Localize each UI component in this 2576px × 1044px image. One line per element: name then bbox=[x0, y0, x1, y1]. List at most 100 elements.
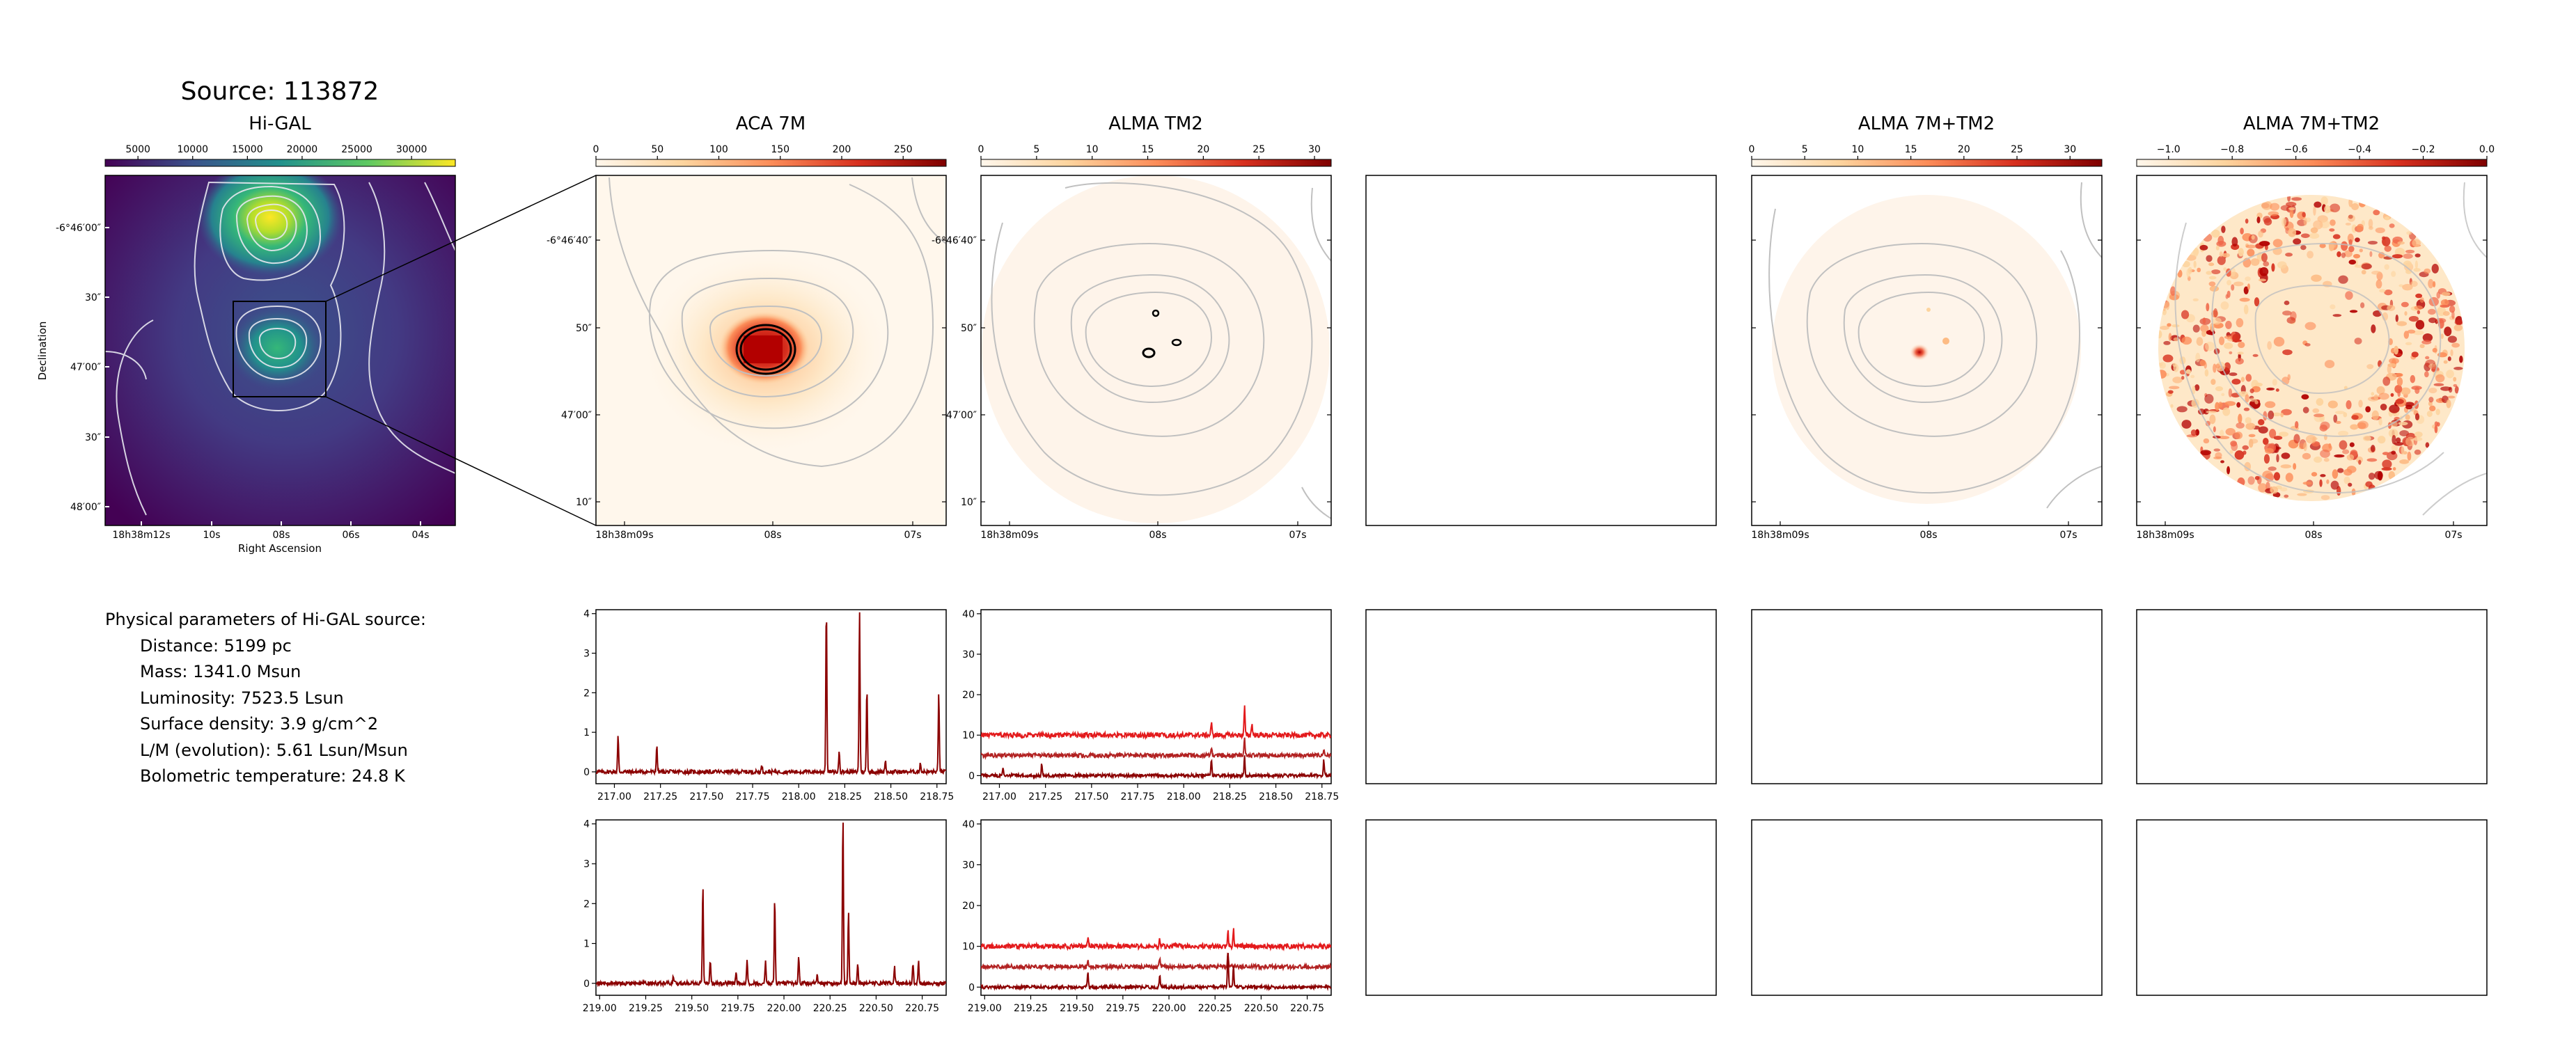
diff-image bbox=[2137, 175, 2487, 525]
colorbar-tick-label: 0.0 bbox=[2479, 144, 2495, 155]
colorbar-tick-label: 10 bbox=[1086, 144, 1099, 155]
empty-spectrum-2c bbox=[2136, 819, 2488, 996]
colorbar-tick-label: 20 bbox=[1958, 144, 1970, 155]
tm2-spectrum-1-frame bbox=[980, 609, 1332, 784]
spectrum-ytick-label: 2 bbox=[583, 688, 590, 699]
higal-ytick-label: 48′00″ bbox=[70, 502, 101, 513]
zoom-ytick-label: 10″ bbox=[961, 497, 977, 508]
spectrum-xtick-label: 220.25 bbox=[813, 1003, 847, 1014]
spectrum-xtick-label: 220.50 bbox=[859, 1003, 893, 1014]
spectrum-xtick-label: 218.50 bbox=[874, 791, 908, 802]
colorbar-tick-label: 25 bbox=[2011, 144, 2023, 155]
spectra-layer: 217.00 217.25 217.50 217.75 218.00 218.25 218.… bbox=[583, 609, 1339, 1014]
higal-xtick-label: 04s bbox=[411, 530, 429, 541]
colorbar-tick-label: 50 bbox=[651, 144, 663, 155]
zoom-xtick-label: 18h38m09s bbox=[1751, 530, 1809, 541]
spectrum-xtick-label: 220.75 bbox=[1290, 1003, 1324, 1014]
spectrum-ytick-label: 0 bbox=[968, 982, 975, 993]
image-axis-ticks: -6°46′00″ 30″ 47′00″ 30″ 48′00″ 18h38m12s 10s 0… bbox=[56, 223, 2487, 541]
physical-parameters: Physical parameters of Hi-GAL source: Di… bbox=[105, 607, 426, 790]
spectrum-ytick-label: 10 bbox=[962, 730, 975, 741]
spectrum-xtick-label: 219.75 bbox=[1106, 1003, 1140, 1014]
colorbar-tick-label: 30 bbox=[1308, 144, 1321, 155]
zoom-xtick-label: 08s bbox=[1149, 530, 1166, 541]
zoom-xtick-label: 18h38m09s bbox=[595, 530, 653, 541]
colorbar-tick-label: 5 bbox=[1033, 144, 1039, 155]
colorbar-tick-label: 10 bbox=[1852, 144, 1864, 155]
spectrum-xtick-label: 217.50 bbox=[689, 791, 723, 802]
spectrum-ytick-label: 20 bbox=[962, 690, 975, 701]
aca-image bbox=[596, 175, 946, 525]
spectrum-xtick-label: 219.25 bbox=[629, 1003, 663, 1014]
spectrum-xtick-label: 219.00 bbox=[968, 1003, 1002, 1014]
spectrum-ytick-label: 30 bbox=[962, 649, 975, 661]
spectrum-ytick-label: 0 bbox=[583, 767, 590, 778]
spectrum-xtick-label: 218.75 bbox=[920, 791, 954, 802]
aca-spectrum-1-frame bbox=[595, 609, 947, 784]
spectrum-xtick-label: 218.25 bbox=[828, 791, 862, 802]
spectrum-xtick-label: 217.25 bbox=[643, 791, 677, 802]
zoom-xtick-label: 08s bbox=[2304, 530, 2322, 541]
colorbar-tick-label: 0 bbox=[1749, 144, 1755, 155]
colorbar-tick-label: −0.2 bbox=[2412, 144, 2435, 155]
colorbar-tick-label: 15 bbox=[1142, 144, 1154, 155]
combo-image bbox=[1752, 175, 2102, 525]
spectrum-ytick-label: 4 bbox=[583, 609, 590, 620]
spectrum-ytick-label: 3 bbox=[583, 649, 590, 660]
spectrum-xtick-label: 217.75 bbox=[736, 791, 770, 802]
zoom-ytick-label: 50″ bbox=[576, 323, 592, 334]
diff-title: ALMA 7M+TM2 bbox=[2243, 113, 2380, 134]
spectrum-xtick-label: 220.25 bbox=[1198, 1003, 1232, 1014]
spectrum-series-line bbox=[981, 952, 1331, 972]
spectrum-ytick-label: 4 bbox=[583, 819, 590, 830]
spectrum-xtick-label: 218.00 bbox=[782, 791, 816, 802]
colorbar-tick-label: 30000 bbox=[396, 144, 427, 155]
colorbar-tick-label: −1.0 bbox=[2157, 144, 2181, 155]
spectrum-xtick-label: 217.50 bbox=[1074, 791, 1108, 802]
spectrum-xtick-label: 218.50 bbox=[1259, 791, 1293, 802]
spectrum-ytick-label: 1 bbox=[583, 939, 590, 950]
param-mass: Mass: 1341.0 Msun bbox=[140, 662, 301, 681]
higal-ytick-label: 30″ bbox=[85, 432, 101, 443]
colorbar-tick-label: 10000 bbox=[177, 144, 208, 155]
zoom-ytick-label: -6°46′40″ bbox=[932, 235, 977, 246]
spectrum-xtick-label: 219.50 bbox=[675, 1003, 709, 1014]
colorbar-tick-label: 20000 bbox=[287, 144, 318, 155]
higal-xtick-label: 18h38m12s bbox=[112, 530, 170, 541]
param-lm-evolution: L/M (evolution): 5.61 Lsun/Msun bbox=[140, 740, 408, 760]
aca-title: ACA 7M bbox=[736, 113, 806, 134]
diff-frame bbox=[2136, 175, 2488, 526]
tm2-frame bbox=[980, 175, 1332, 526]
colorbar-tick-label: 15 bbox=[1905, 144, 1917, 155]
spectrum-xtick-label: 219.50 bbox=[1060, 1003, 1094, 1014]
colorbar-tick-label: 30 bbox=[2064, 144, 2076, 155]
diff-colorbar bbox=[2136, 159, 2488, 167]
higal-colorbar bbox=[104, 159, 456, 167]
zoom-ytick-label: 50″ bbox=[961, 323, 977, 334]
colorbar-tick-label: −0.8 bbox=[2220, 144, 2244, 155]
combo-colorbar bbox=[1751, 159, 2103, 167]
zoom-xtick-label: 07s bbox=[2059, 530, 2077, 541]
zoom-xtick-label: 07s bbox=[2444, 530, 2462, 541]
colorbar-ticks: 5000 10000 15000 20000 25000 30000 0 50 100 150 20… bbox=[125, 144, 2495, 159]
spectrum-xtick-label: 217.00 bbox=[597, 791, 631, 802]
spectrum-ytick-label: 30 bbox=[962, 860, 975, 871]
spectrum-series-line bbox=[981, 928, 1331, 951]
zoom-xtick-label: 08s bbox=[1919, 530, 1937, 541]
higal-ytick-label: -6°46′00″ bbox=[56, 223, 101, 234]
zoom-ytick-label: 47′00″ bbox=[561, 410, 592, 421]
spectrum-ytick-label: 2 bbox=[583, 899, 590, 910]
tm2-image bbox=[981, 175, 1331, 525]
spectrum-series-line bbox=[981, 755, 1331, 780]
zoom-ytick-label: 10″ bbox=[576, 497, 592, 508]
higal-image bbox=[105, 175, 455, 525]
spectrum-xtick-label: 220.75 bbox=[905, 1003, 939, 1014]
spectrum-xtick-label: 219.75 bbox=[721, 1003, 755, 1014]
colorbar-tick-label: −0.4 bbox=[2348, 144, 2371, 155]
spectrum-xtick-label: 220.50 bbox=[1244, 1003, 1278, 1014]
colorbar-tick-label: 5000 bbox=[125, 144, 150, 155]
param-surface-density: Surface density: 3.9 g/cm^2 bbox=[140, 714, 379, 734]
spectrum-series-line bbox=[596, 822, 946, 988]
spectrum-ytick-label: 0 bbox=[583, 979, 590, 990]
spectrum-ytick-label: 0 bbox=[968, 770, 975, 782]
